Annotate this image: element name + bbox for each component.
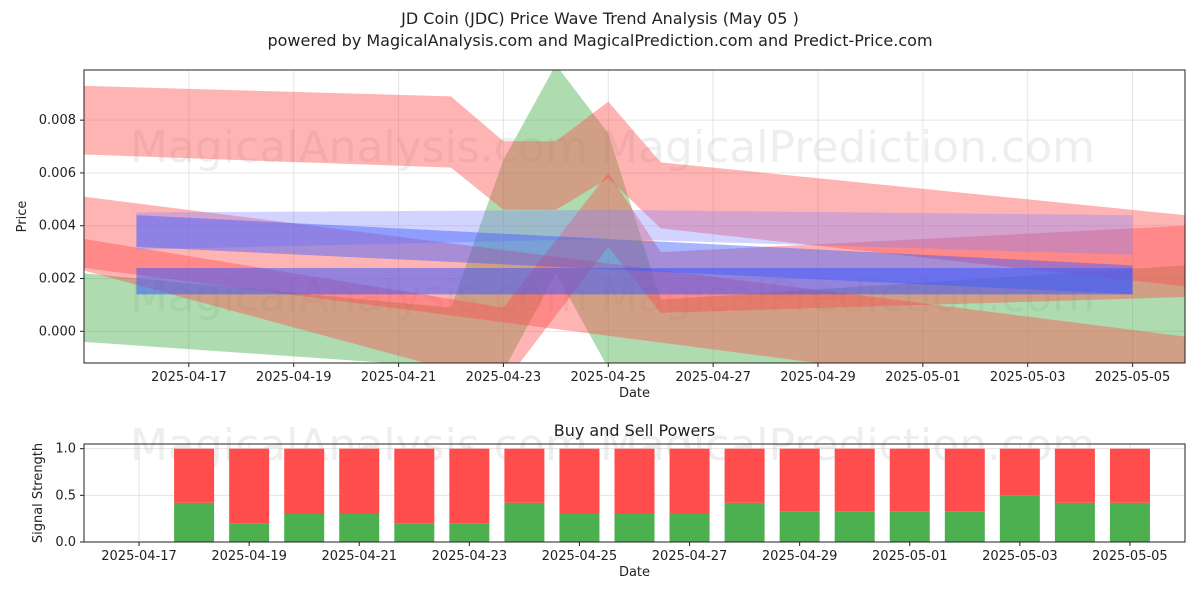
grid-price [84,70,1185,363]
x-tick-label: 2025-04-29 [780,370,856,385]
sell-power-bar [504,448,545,503]
x-tick-label: 2025-05-03 [990,370,1066,385]
sell-power-bar [1109,448,1150,503]
buy-power-bar [284,514,325,542]
buy-power-bar [999,495,1040,542]
buy-power-bar [779,511,820,542]
x-axis-label: Date [619,565,650,580]
sell-power-bar [779,448,820,512]
sell-power-bar [944,448,985,512]
y-tick-label: 0.002 [39,272,76,287]
buy-power-bar [449,523,490,542]
y-tick-label: 0.0 [55,535,76,550]
x-tick-label: 2025-05-03 [982,549,1058,564]
sell-power-bar [449,448,490,524]
sell-power-bar [999,448,1040,496]
buy-power-bar [394,523,435,542]
buy-power-bar [339,514,380,542]
watermark: MagicalPrediction.com [600,122,1095,173]
chart-title: JD Coin (JDC) Price Wave Trend Analysis … [401,9,799,28]
y-axis-label: Price [15,201,30,233]
axes-frame-power [83,443,1186,543]
x-tick-label: 2025-04-27 [652,549,728,564]
y-tick-label: 1.0 [55,442,76,457]
sell-power-bar [284,448,325,514]
x-tick-label: 2025-04-29 [762,549,838,564]
buy-power-bar [944,511,985,542]
x-tick-label: 2025-04-23 [466,370,542,385]
x-tick-label: 2025-05-05 [1095,370,1171,385]
sell-power-bar [669,448,710,514]
x-tick-label: 2025-04-21 [361,370,437,385]
buy-power-bar [174,502,215,542]
sell-power-bar [1054,448,1095,503]
watermark: MagicalAnalysis.com [130,122,588,173]
x-tick-label: 2025-04-17 [101,549,177,564]
x-axis-label: Date [619,386,650,401]
sell-power-bar [614,448,655,514]
sell-power-bar [724,448,765,503]
panel-title: Buy and Sell Powers [554,421,716,440]
sell-power-bar [174,448,215,503]
plot-area-power [174,448,1150,542]
sell-power-bar [889,448,930,512]
wave-band-5 [136,209,1133,255]
sell-power-bar [559,448,600,514]
x-tick-label: 2025-04-25 [571,370,647,385]
wave-band-7 [136,267,1133,295]
buy-power-bar [834,511,875,542]
y-tick-label: 0.000 [39,324,76,339]
x-tick-label: 2025-04-21 [321,549,397,564]
sell-power-bar [229,448,270,524]
y-tick-label: 0.008 [39,113,76,128]
plot-area-price [84,70,1185,363]
buy-power-bar [724,502,765,542]
x-tick-label: 2025-04-19 [256,370,332,385]
chart-subtitle: powered by MagicalAnalysis.com and Magic… [267,31,933,50]
y-axis-label: Signal Strength [31,443,46,543]
x-tick-label: 2025-05-01 [885,370,961,385]
x-tick-label: 2025-04-25 [542,549,618,564]
x-tick-label: 2025-04-23 [432,549,508,564]
x-tick-label: 2025-04-19 [211,549,287,564]
wave-band-2 [84,85,1185,287]
buy-power-bar [1054,502,1095,542]
sell-power-bar [339,448,380,514]
buy-power-bar [229,523,270,542]
buy-power-bar [559,514,600,542]
x-tick-label: 2025-05-05 [1092,549,1168,564]
x-tick-label: 2025-05-01 [872,549,948,564]
buy-power-bar [504,502,545,542]
buy-power-bar [614,514,655,542]
axes-frame-price [83,69,1186,364]
buy-power-bar [1109,502,1150,542]
y-tick-label: 0.006 [39,166,76,181]
x-tick-label: 2025-04-27 [675,370,751,385]
y-tick-label: 0.004 [39,219,76,234]
sell-power-bar [834,448,875,512]
sell-power-bar [394,448,435,524]
buy-power-bar [889,511,930,542]
buy-power-bar [669,514,710,542]
y-tick-label: 0.5 [55,488,76,503]
x-tick-label: 2025-04-17 [151,370,227,385]
